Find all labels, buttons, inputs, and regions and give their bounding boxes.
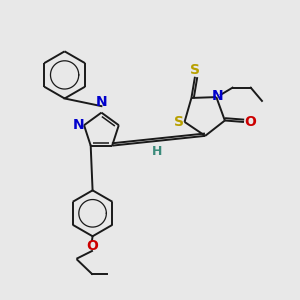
Text: O: O bbox=[86, 239, 98, 253]
Text: S: S bbox=[174, 115, 184, 129]
Text: O: O bbox=[244, 115, 256, 129]
Text: N: N bbox=[73, 118, 85, 132]
Text: H: H bbox=[152, 146, 162, 158]
Text: S: S bbox=[190, 63, 200, 77]
Text: N: N bbox=[212, 88, 223, 103]
Text: N: N bbox=[96, 95, 107, 109]
